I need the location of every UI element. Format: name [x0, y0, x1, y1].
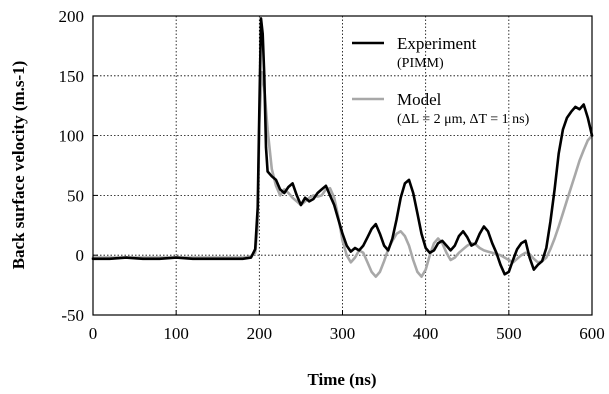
y-tick-label: 0	[76, 246, 85, 265]
legend-sublabel-model: (ΔL = 2 μm, ΔT = 1 ns)	[397, 112, 530, 127]
legend-label-model: Model	[397, 90, 442, 109]
series-lines	[91, 17, 594, 279]
x-tick-label: 600	[579, 324, 605, 343]
x-tick-label: 200	[247, 324, 273, 343]
y-axis-title: Back surface velocity (m.s-1)	[9, 61, 28, 270]
x-axis-ticks: 0 100 200 300 400 500 600	[89, 310, 605, 343]
plot-frame	[92, 15, 593, 316]
x-axis-title: Time (ns)	[307, 370, 376, 389]
x-tick-label: 0	[89, 324, 98, 343]
y-tick-label: -50	[61, 306, 84, 325]
legend: Experiment (PIMM) Model (ΔL = 2 μm, ΔT =…	[352, 34, 530, 127]
legend-sublabel-experiment: (PIMM)	[397, 56, 444, 71]
x-tick-label: 100	[163, 324, 189, 343]
legend-label-experiment: Experiment	[397, 34, 477, 53]
y-tick-label: 50	[67, 186, 84, 205]
y-tick-label: 100	[59, 127, 85, 146]
y-tick-label: 200	[59, 7, 85, 26]
x-tick-label: 500	[496, 324, 522, 343]
experiment-line	[91, 17, 594, 276]
y-tick-label: 150	[59, 67, 85, 86]
grid-lines	[93, 16, 592, 315]
x-tick-label: 400	[413, 324, 439, 343]
y-axis-ticks: 200 150 100 50 0 -50	[59, 7, 98, 325]
x-tick-label: 300	[330, 324, 356, 343]
